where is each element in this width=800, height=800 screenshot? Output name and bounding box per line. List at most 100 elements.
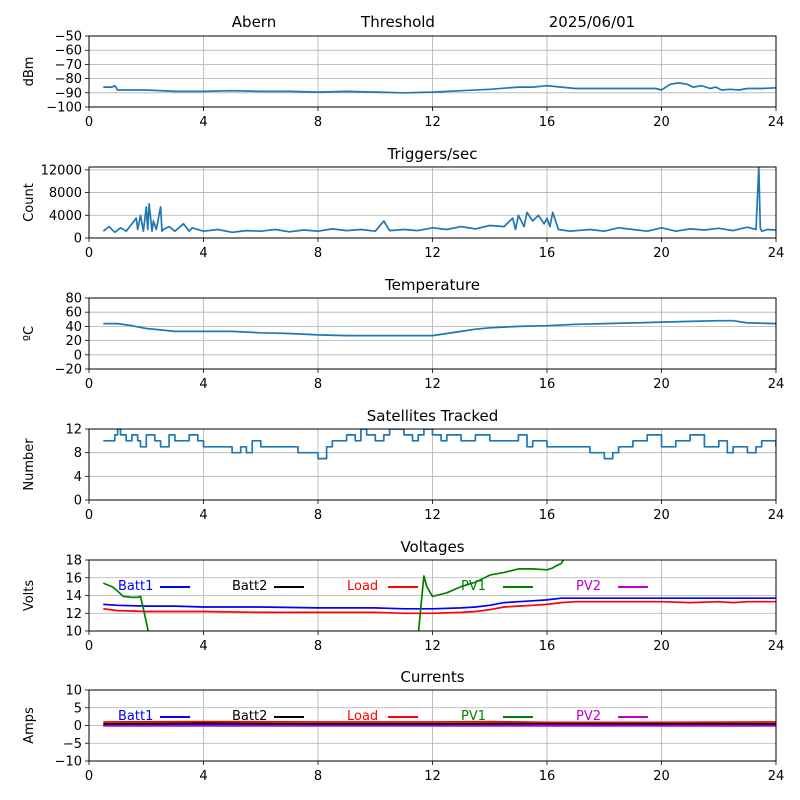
- y-tick-label: −100: [46, 101, 82, 116]
- y-tick-label: −50: [55, 30, 82, 45]
- y-tick-label: 4: [74, 470, 82, 485]
- figure-header: Abern Threshold 2025/06/01: [232, 13, 635, 31]
- x-tick-label: 0: [85, 246, 93, 261]
- y-tick-label: 12000: [41, 163, 82, 178]
- x-tick-label: 20: [653, 377, 670, 392]
- x-tick-label: 24: [768, 639, 785, 654]
- legend-label-pv1: PV1: [461, 709, 486, 724]
- panel-signal: 0 4 8 12 16 20 24 −100−90−80−70−60−50 dBm: [22, 30, 784, 131]
- x-tick-label: 24: [768, 246, 785, 261]
- x-tick-label: 8: [314, 377, 322, 392]
- y-tick-label: 4000: [49, 209, 82, 224]
- y-tick-label: 10: [65, 684, 82, 699]
- x-tick-label: 8: [314, 639, 322, 654]
- x-tick-label: 4: [199, 639, 207, 654]
- legend-label-batt2: Batt2: [232, 709, 267, 724]
- x-tick-label: 16: [539, 639, 556, 654]
- legend: Batt1 Batt2 Load PV1 PV2: [118, 579, 648, 594]
- x-tick-label: 4: [199, 115, 207, 130]
- panel-triggers: 0 4 8 12 16 20 24 0 4000 8000 12000 Triggers/sec Cou…: [22, 145, 784, 261]
- panel-title: Satellites Tracked: [367, 407, 498, 425]
- legend-label-batt1: Batt1: [118, 579, 153, 594]
- y-tick-label: 0: [74, 719, 82, 734]
- panel-title: Currents: [400, 668, 464, 686]
- x-tick-label: 12: [424, 115, 441, 130]
- x-tick-label: 16: [539, 769, 556, 784]
- y-tick-label: 12: [65, 423, 82, 438]
- x-tick-label: 0: [85, 115, 93, 130]
- x-tick-label: 12: [424, 377, 441, 392]
- y-tick-label: 8000: [49, 186, 82, 201]
- legend-label-pv2: PV2: [576, 579, 601, 594]
- y-tick-label: 16: [65, 571, 82, 586]
- legend-label-load: Load: [347, 579, 378, 594]
- legend: Batt1 Batt2 Load PV1 PV2: [118, 709, 648, 724]
- x-tick-label: 0: [85, 508, 93, 523]
- y-axis-label: Count: [22, 183, 37, 222]
- x-tick-label: 16: [539, 377, 556, 392]
- x-tick-label: 0: [85, 377, 93, 392]
- y-tick-label: 14: [65, 589, 82, 604]
- legend-label-batt1: Batt1: [118, 709, 153, 724]
- legend-label-batt2: Batt2: [232, 579, 267, 594]
- legend-label-load: Load: [347, 709, 378, 724]
- x-tick-label: 8: [314, 115, 322, 130]
- y-tick-label: 0: [74, 232, 82, 247]
- y-tick-label: 20: [65, 334, 82, 349]
- x-tick-label: 4: [199, 769, 207, 784]
- y-axis-label: ºC: [22, 326, 37, 341]
- x-tick-label: 24: [768, 377, 785, 392]
- x-tick-label: 4: [199, 377, 207, 392]
- x-tick-label: 24: [768, 508, 785, 523]
- x-tick-label: 20: [653, 639, 670, 654]
- series-line-load: [103, 720, 776, 724]
- legend-label-pv2: PV2: [576, 709, 601, 724]
- x-tick-label: 20: [653, 769, 670, 784]
- x-tick-label: 12: [424, 246, 441, 261]
- x-tick-label: 8: [314, 508, 322, 523]
- x-tick-label: 12: [424, 639, 441, 654]
- y-tick-label: 5: [74, 701, 82, 716]
- x-tick-label: 8: [314, 769, 322, 784]
- x-tick-label: 4: [199, 508, 207, 523]
- y-tick-label: −20: [55, 363, 82, 378]
- x-tick-label: 24: [768, 769, 785, 784]
- panel-title: Voltages: [400, 538, 464, 556]
- y-tick-label: −90: [55, 86, 82, 101]
- panel-satellites: 0 4 8 12 16 20 24 0 4 8 12 Satellites Tracked Number: [22, 407, 784, 523]
- series-line-signal: [103, 82, 776, 94]
- x-tick-label: 8: [314, 246, 322, 261]
- panel-title: Triggers/sec: [387, 145, 478, 163]
- y-tick-label: 0: [74, 348, 82, 363]
- y-axis-label: Amps: [22, 707, 37, 744]
- x-tick-label: 16: [539, 246, 556, 261]
- series-line-satellites: [103, 429, 776, 460]
- y-tick-label: 0: [74, 494, 82, 509]
- x-tick-label: 16: [539, 508, 556, 523]
- y-tick-label: −80: [55, 72, 82, 87]
- x-tick-label: 16: [539, 115, 556, 130]
- y-tick-label: 18: [65, 554, 82, 569]
- y-tick-label: 12: [65, 607, 82, 622]
- x-tick-label: 12: [424, 508, 441, 523]
- series-line-pv1: [102, 560, 565, 631]
- legend-label-pv1: PV1: [461, 579, 486, 594]
- x-tick-label: 20: [653, 115, 670, 130]
- x-tick-label: 0: [85, 639, 93, 654]
- y-axis-label: Number: [22, 438, 37, 491]
- series-line-triggers: [102, 167, 776, 234]
- y-tick-label: 80: [65, 292, 82, 307]
- y-tick-label: 10: [65, 625, 82, 640]
- x-tick-label: 20: [653, 246, 670, 261]
- y-tick-label: −5: [63, 737, 82, 752]
- header-station: Abern: [232, 13, 276, 31]
- panel-title: Temperature: [384, 276, 480, 294]
- y-tick-label: 60: [65, 306, 82, 321]
- y-tick-label: −60: [55, 44, 82, 59]
- y-tick-label: 8: [74, 446, 82, 461]
